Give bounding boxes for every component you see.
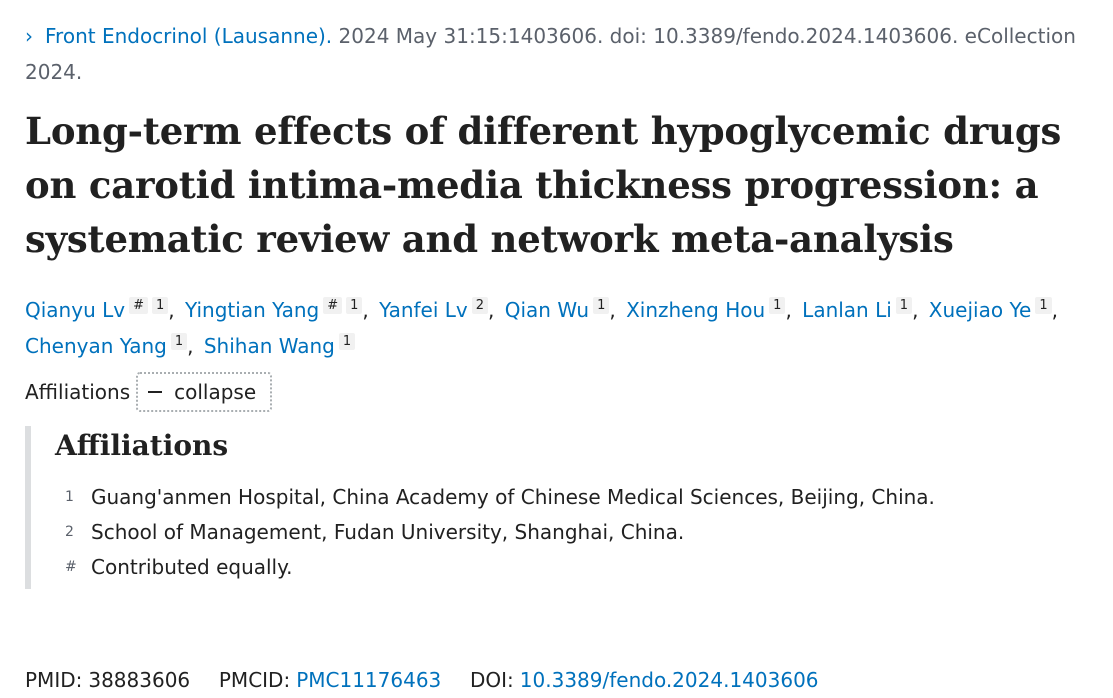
chevron-right-icon: › — [25, 24, 33, 48]
affiliation-ref[interactable]: 1 — [895, 297, 913, 314]
affiliation-ref[interactable]: 1 — [151, 297, 169, 314]
affiliation-marker: # — [65, 559, 77, 575]
affiliations-toggle-row: Affiliations collapse — [25, 372, 1105, 412]
separator: , — [187, 334, 194, 358]
affiliation-text: Guang'anmen Hospital, China Academy of C… — [91, 485, 935, 509]
separator: , — [168, 298, 175, 322]
author-name-link[interactable]: Qian Wu — [504, 298, 590, 322]
separator: , — [609, 298, 616, 322]
affiliation-marker: 2 — [65, 524, 74, 540]
author-list: Qianyu Lv #1, Yingtian Yang #1, Yanfei Lv 2… — [25, 292, 1105, 364]
pmcid-link[interactable]: PMC11176463 — [296, 668, 442, 692]
article-title: Long-term effects of different hypoglyce… — [25, 109, 1062, 261]
author-name-link[interactable]: Xinzheng Hou — [626, 298, 766, 322]
affiliation-marker: 1 — [65, 489, 74, 505]
author: Qian Wu 1, — [504, 297, 620, 322]
citation: › Front Endocrinol (Lausanne). 2024 May 3… — [25, 18, 1105, 90]
journal-name: Front Endocrinol (Lausanne). — [45, 24, 333, 48]
affiliation-ref[interactable]: 1 — [769, 297, 786, 314]
separator: , — [912, 298, 919, 322]
author: Xinzheng Hou 1, — [626, 297, 796, 322]
pmcid-label: PMCID: — [218, 668, 291, 692]
author: Yanfei Lv 2, — [379, 297, 498, 322]
pmid-label: PMID: — [25, 668, 83, 692]
author: Yingtian Yang #1, — [184, 297, 373, 322]
doi-link[interactable]: 10.3389/fendo.2024.1403606 — [519, 668, 819, 692]
author-name-link[interactable]: Qianyu Lv — [25, 298, 126, 322]
collapse-button-label: collapse — [174, 380, 257, 404]
citation-details: 2024 May 31:15:1403606. doi: 10.3389/fen… — [25, 24, 1076, 84]
affiliation-ref[interactable]: 2 — [471, 297, 489, 314]
affiliation-ref[interactable]: 1 — [338, 333, 356, 350]
affiliation-text: School of Management, Fudan University, … — [91, 520, 685, 544]
author-name-link[interactable]: Chenyan Yang — [25, 334, 167, 358]
separator: , — [488, 298, 495, 322]
affiliation-text: Contributed equally. — [91, 555, 293, 579]
author-name-link[interactable]: Lanlan Li — [802, 298, 892, 322]
affiliations-panel: Affiliations 1 Guang'anmen Hospital, Chi… — [25, 426, 1105, 589]
affiliation-ref[interactable]: 1 — [1035, 297, 1052, 314]
affiliation-ref[interactable]: 1 — [170, 333, 188, 350]
affiliations-list: 1 Guang'anmen Hospital, China Academy of… — [55, 480, 1105, 585]
separator: , — [1051, 298, 1058, 322]
affiliations-heading: Affiliations — [55, 429, 229, 462]
pmid-value: 38883606 — [88, 668, 191, 692]
affiliation-item: 2 School of Management, Fudan University… — [55, 515, 1105, 550]
affiliations-label: Affiliations — [25, 380, 131, 404]
author-name-link[interactable]: Yingtian Yang — [184, 298, 320, 322]
author: Qianyu Lv #1, — [25, 297, 179, 322]
separator: , — [362, 298, 369, 322]
author-name-link[interactable]: Xuejiao Ye — [928, 298, 1032, 322]
collapse-button[interactable]: collapse — [136, 372, 273, 412]
separator: , — [785, 298, 792, 322]
doi-label: DOI: — [470, 668, 514, 692]
equal-contribution-marker[interactable]: # — [129, 297, 148, 314]
equal-contribution-marker[interactable]: # — [323, 297, 343, 314]
affiliation-item: 1 Guang'anmen Hospital, China Academy of… — [55, 480, 1105, 515]
author: Lanlan Li 1, — [802, 297, 922, 322]
author-name-link[interactable]: Shihan Wang — [203, 334, 335, 358]
author: Chenyan Yang 1, — [25, 333, 197, 358]
article-header: › Front Endocrinol (Lausanne). 2024 May 3… — [25, 18, 1105, 692]
identifiers: PMID: 38883606 PMCID: PMC11176463 DOI: 10.3… — [25, 662, 819, 698]
affiliation-ref[interactable]: 1 — [346, 297, 363, 314]
author: Shihan Wang 1 — [203, 333, 356, 358]
author-name-link[interactable]: Yanfei Lv — [379, 298, 468, 322]
affiliation-item: # Contributed equally. — [55, 550, 1105, 585]
affiliation-ref[interactable]: 1 — [593, 297, 610, 314]
journal-link[interactable]: › Front Endocrinol (Lausanne). — [25, 24, 332, 48]
author: Xuejiao Ye 1, — [928, 297, 1062, 322]
minus-icon — [148, 391, 163, 393]
